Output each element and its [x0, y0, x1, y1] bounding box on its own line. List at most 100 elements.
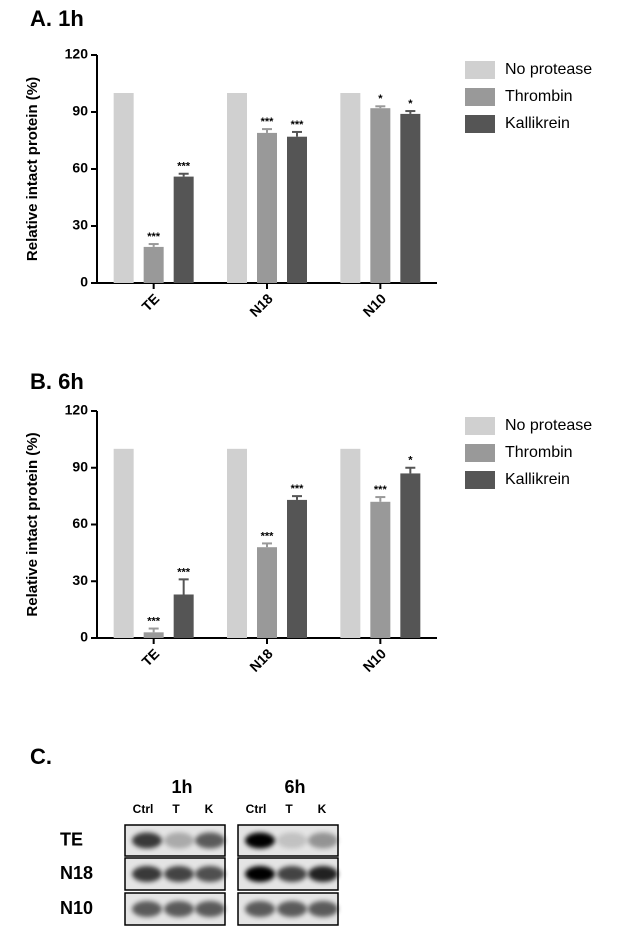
bar: [287, 499, 307, 638]
error-bar: [292, 130, 302, 137]
x-tick-label: N18: [246, 290, 276, 320]
significance-label: ***: [291, 119, 305, 131]
chart-title: A. 1h: [30, 6, 84, 31]
bar: [113, 93, 134, 283]
gel-band: [277, 901, 307, 917]
error-bar: [178, 172, 189, 177]
error-bar: [375, 105, 386, 109]
y-tick-label: 0: [80, 274, 88, 290]
gel-band: [164, 832, 194, 849]
y-tick-label: 30: [72, 217, 88, 233]
gel-band: [132, 901, 162, 917]
gel-band: [245, 866, 275, 882]
gel-band: [245, 832, 275, 849]
legend-label: No protease: [505, 61, 592, 78]
error-bar: [405, 466, 416, 474]
x-tick-label: N10: [360, 645, 390, 675]
y-tick-label: 120: [65, 46, 89, 62]
bar: [173, 594, 194, 638]
bar: [257, 132, 277, 283]
significance-label: *: [408, 98, 413, 110]
time-label: 6h: [284, 777, 305, 797]
lane-label: Ctrl: [133, 802, 154, 816]
significance-label: ***: [147, 231, 161, 243]
row-label: TE: [60, 829, 83, 849]
legend-swatch: [465, 471, 495, 489]
gel-band: [195, 901, 225, 917]
bar: [113, 448, 134, 638]
significance-label: ***: [177, 161, 191, 173]
y-tick-label: 120: [65, 402, 89, 418]
bar: [340, 448, 361, 638]
legend-swatch: [465, 444, 495, 462]
gel-band: [132, 832, 162, 849]
error-bar: [148, 243, 159, 247]
y-tick-label: 30: [72, 572, 88, 588]
lane-label: Ctrl: [246, 802, 267, 816]
lane-label: K: [318, 802, 327, 816]
significance-label: ***: [291, 483, 305, 495]
gel-band: [277, 832, 307, 849]
x-tick-label: N10: [360, 290, 390, 320]
gel-band: [164, 866, 194, 882]
bar: [227, 448, 247, 638]
bar: [173, 176, 194, 283]
y-tick-label: 0: [80, 629, 88, 645]
gel-band: [132, 866, 162, 882]
legend-swatch: [465, 115, 495, 133]
legend-label: Kallikrein: [505, 115, 570, 132]
gel-band: [308, 866, 338, 882]
lane-label: T: [285, 802, 293, 816]
y-tick-label: 90: [72, 458, 88, 474]
x-tick-label: N18: [246, 645, 276, 675]
bar: [257, 547, 277, 638]
bar: [143, 632, 164, 638]
legend-swatch: [465, 61, 495, 79]
error-bar: [375, 496, 386, 502]
x-tick-label: TE: [138, 290, 162, 314]
gel-band: [195, 832, 225, 849]
legend-swatch: [465, 417, 495, 435]
chart-title: B. 6h: [30, 369, 84, 394]
bar: [370, 501, 391, 638]
bar: [340, 93, 361, 283]
panel-title: C.: [30, 744, 52, 769]
bar: [287, 136, 307, 283]
significance-label: ***: [177, 566, 191, 578]
x-tick-label: TE: [138, 645, 162, 669]
row-label: N10: [60, 898, 93, 918]
legend-label: Kallikrein: [505, 471, 570, 488]
row-label: N18: [60, 863, 93, 883]
significance-label: ***: [261, 530, 275, 542]
gel-band: [245, 901, 275, 917]
y-axis-label: Relative intact protein (%): [24, 432, 41, 616]
lane-label: K: [205, 802, 214, 816]
legend-swatch: [465, 88, 495, 106]
significance-label: ***: [261, 116, 275, 128]
error-bar: [262, 128, 272, 133]
error-bar: [148, 627, 159, 633]
error-bar: [405, 110, 416, 114]
bar: [400, 473, 421, 638]
legend-label: Thrombin: [505, 88, 573, 105]
significance-label: ***: [374, 484, 388, 496]
significance-label: *: [378, 93, 383, 105]
gel-band: [277, 866, 307, 882]
y-tick-label: 90: [72, 103, 88, 119]
y-tick-label: 60: [72, 515, 88, 531]
legend-label: Thrombin: [505, 444, 573, 461]
error-bar: [262, 542, 272, 548]
bar: [143, 246, 164, 283]
significance-label: *: [408, 455, 413, 467]
significance-label: ***: [147, 615, 161, 627]
gel-band: [308, 832, 338, 849]
bar: [227, 93, 247, 283]
time-label: 1h: [171, 777, 192, 797]
gel-band: [195, 866, 225, 882]
y-axis-label: Relative intact protein (%): [24, 77, 41, 261]
legend-label: No protease: [505, 417, 592, 434]
bar: [400, 113, 421, 284]
error-bar: [292, 495, 302, 500]
bar: [370, 108, 391, 283]
